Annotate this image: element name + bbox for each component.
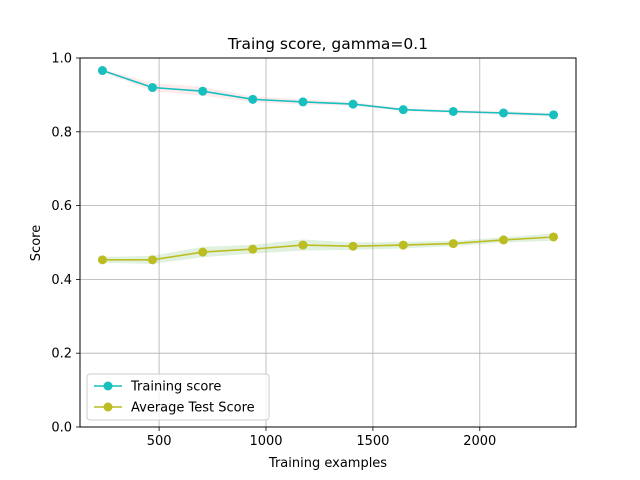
data-point	[198, 247, 208, 257]
tick-layer: 500 1000 1500 2000 0.0 0.2 0.4 0.6 0.8 1.0	[51, 52, 496, 450]
y-tick-label: 0.0	[51, 421, 72, 436]
data-point	[248, 244, 258, 254]
data-point	[348, 241, 358, 251]
confidence-band-1	[102, 233, 554, 264]
data-point	[147, 255, 157, 265]
data-point	[198, 86, 208, 96]
data-point	[147, 83, 157, 93]
chart-title: Traing score, gamma=0.1	[227, 35, 428, 53]
x-tick-label: 1000	[249, 434, 282, 449]
data-point	[298, 97, 308, 107]
legend-swatch-marker	[103, 402, 113, 412]
data-point	[298, 240, 308, 250]
data-point	[398, 105, 408, 115]
series-layer	[97, 66, 559, 265]
data-point	[348, 99, 358, 109]
data-point	[398, 240, 408, 250]
y-axis-label: Score	[29, 225, 44, 261]
data-point	[549, 232, 559, 242]
x-tick-label: 500	[147, 434, 172, 449]
data-point	[248, 94, 258, 104]
series-line-0	[102, 69, 554, 116]
legend-label: Training score	[130, 380, 221, 395]
series-line-1	[102, 236, 554, 261]
y-tick-label: 0.8	[51, 125, 72, 140]
data-point	[549, 110, 559, 120]
x-tick-label: 2000	[463, 434, 496, 449]
data-point	[499, 108, 509, 118]
x-axis-label: Training examples	[268, 456, 387, 471]
legend-box	[86, 373, 270, 421]
confidence-band-0	[102, 69, 554, 117]
data-point	[499, 235, 509, 245]
data-point	[448, 239, 458, 249]
data-point	[97, 255, 107, 265]
y-tick-label: 0.2	[51, 347, 72, 362]
legend-label: Average Test Score	[131, 401, 255, 416]
legend: Training score Average Test Score	[86, 373, 270, 421]
x-tick-label: 1500	[356, 434, 389, 449]
plot-frame	[79, 57, 577, 428]
data-point	[97, 66, 107, 76]
y-tick-label: 1.0	[51, 52, 72, 67]
band-layer	[102, 69, 554, 264]
legend-swatch-marker	[103, 381, 113, 391]
y-tick-label: 0.6	[51, 199, 72, 214]
data-point	[448, 107, 458, 117]
y-tick-label: 0.4	[51, 273, 72, 288]
